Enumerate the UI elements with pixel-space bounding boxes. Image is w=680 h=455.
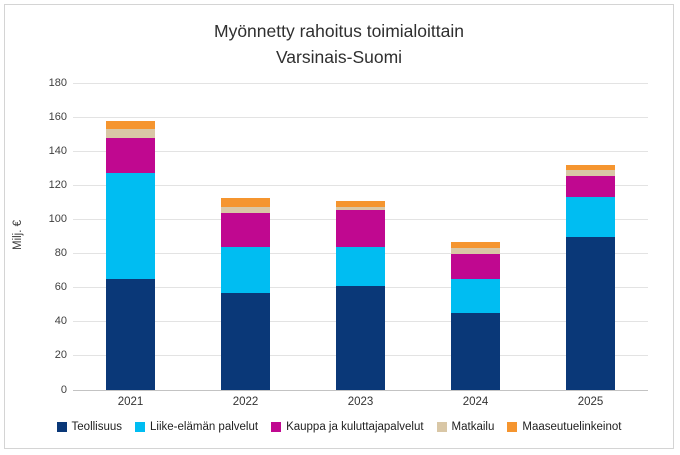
chart-title: Myönnetty rahoitus toimialoittain Varsin…	[5, 18, 673, 70]
bar-segment	[336, 206, 385, 211]
x-tick-label: 2022	[232, 396, 259, 408]
chart-title-line2: Varsinais-Suomi	[275, 47, 403, 67]
bar-2021	[106, 83, 155, 390]
bar-2022	[221, 83, 270, 390]
plot-area	[73, 82, 648, 391]
bar-segment	[106, 121, 155, 130]
legend-marker-icon	[507, 422, 518, 432]
bar-segment	[566, 236, 615, 390]
legend-marker-icon	[56, 422, 67, 432]
y-tick-label: 160	[48, 110, 67, 123]
bar-segment	[566, 169, 615, 176]
bar-segment	[336, 200, 385, 207]
legend-item: Teollisuus	[56, 421, 123, 433]
x-tick-label: 2024	[462, 396, 489, 408]
bar-segment	[566, 197, 615, 237]
x-axis-line	[73, 390, 648, 391]
bar-segment	[221, 198, 270, 207]
y-axis-title: Milj. €	[12, 219, 24, 251]
bar-segment	[336, 246, 385, 286]
bar-segment	[221, 212, 270, 247]
legend-label: Teollisuus	[71, 421, 123, 433]
bar-segment	[221, 206, 270, 213]
legend-item: Liike-elämän palvelut	[135, 421, 258, 433]
bar-segment	[336, 285, 385, 390]
gridline	[73, 82, 648, 84]
legend-marker-icon	[436, 422, 447, 432]
y-tick-label: 0	[60, 383, 67, 396]
bar-segment	[106, 173, 155, 280]
bar-segment	[451, 313, 500, 390]
bar-segment	[221, 246, 270, 293]
y-tick-label: 100	[48, 212, 67, 225]
legend-marker-icon	[135, 422, 146, 432]
bar-segment	[451, 254, 500, 280]
bar-segment	[106, 137, 155, 174]
y-tick-label: 60	[54, 281, 67, 294]
legend-marker-icon	[271, 422, 282, 432]
y-tick-label: 140	[48, 144, 67, 157]
bar-segment	[221, 292, 270, 390]
legend-label: Maaseutuelinkeinot	[522, 421, 622, 433]
chart-frame: Myönnetty rahoitus toimialoittain Varsin…	[4, 4, 674, 449]
bar-segment	[566, 175, 615, 198]
bar-2025	[566, 83, 615, 390]
chart-title-line1: Myönnetty rahoitus toimialoittain	[214, 21, 464, 41]
x-tick-label: 2023	[347, 396, 374, 408]
x-tick-label: 2021	[117, 396, 144, 408]
y-tick-label: 40	[54, 315, 67, 328]
gridline	[73, 150, 648, 152]
gridline	[73, 116, 648, 118]
bar-segment	[451, 248, 500, 255]
bar-segment	[566, 164, 615, 170]
bar-segment	[106, 129, 155, 138]
bar-segment	[106, 279, 155, 390]
y-tick-label: 20	[54, 349, 67, 362]
y-tick-label: 120	[48, 178, 67, 191]
legend-item: Kauppa ja kuluttajapalvelut	[271, 421, 424, 433]
legend-label: Liike-elämän palvelut	[150, 421, 259, 433]
bar-segment	[451, 279, 500, 314]
legend-label: Kauppa ja kuluttajapalvelut	[286, 421, 424, 433]
legend: Teollisuus Liike-elämän palvelut Kauppa ja…	[5, 421, 673, 433]
legend-item: Maaseutuelinkeinot	[507, 421, 621, 433]
legend-item: Matkailu	[436, 421, 495, 433]
bar-segment	[451, 242, 500, 249]
legend-label: Matkailu	[451, 421, 495, 433]
bar-2024	[451, 83, 500, 390]
y-tick-label: 80	[54, 247, 67, 260]
y-tick-label: 180	[48, 76, 67, 89]
bar-2023	[336, 83, 385, 390]
bar-segment	[336, 210, 385, 247]
gridline	[73, 184, 648, 186]
x-tick-label: 2025	[577, 396, 604, 408]
